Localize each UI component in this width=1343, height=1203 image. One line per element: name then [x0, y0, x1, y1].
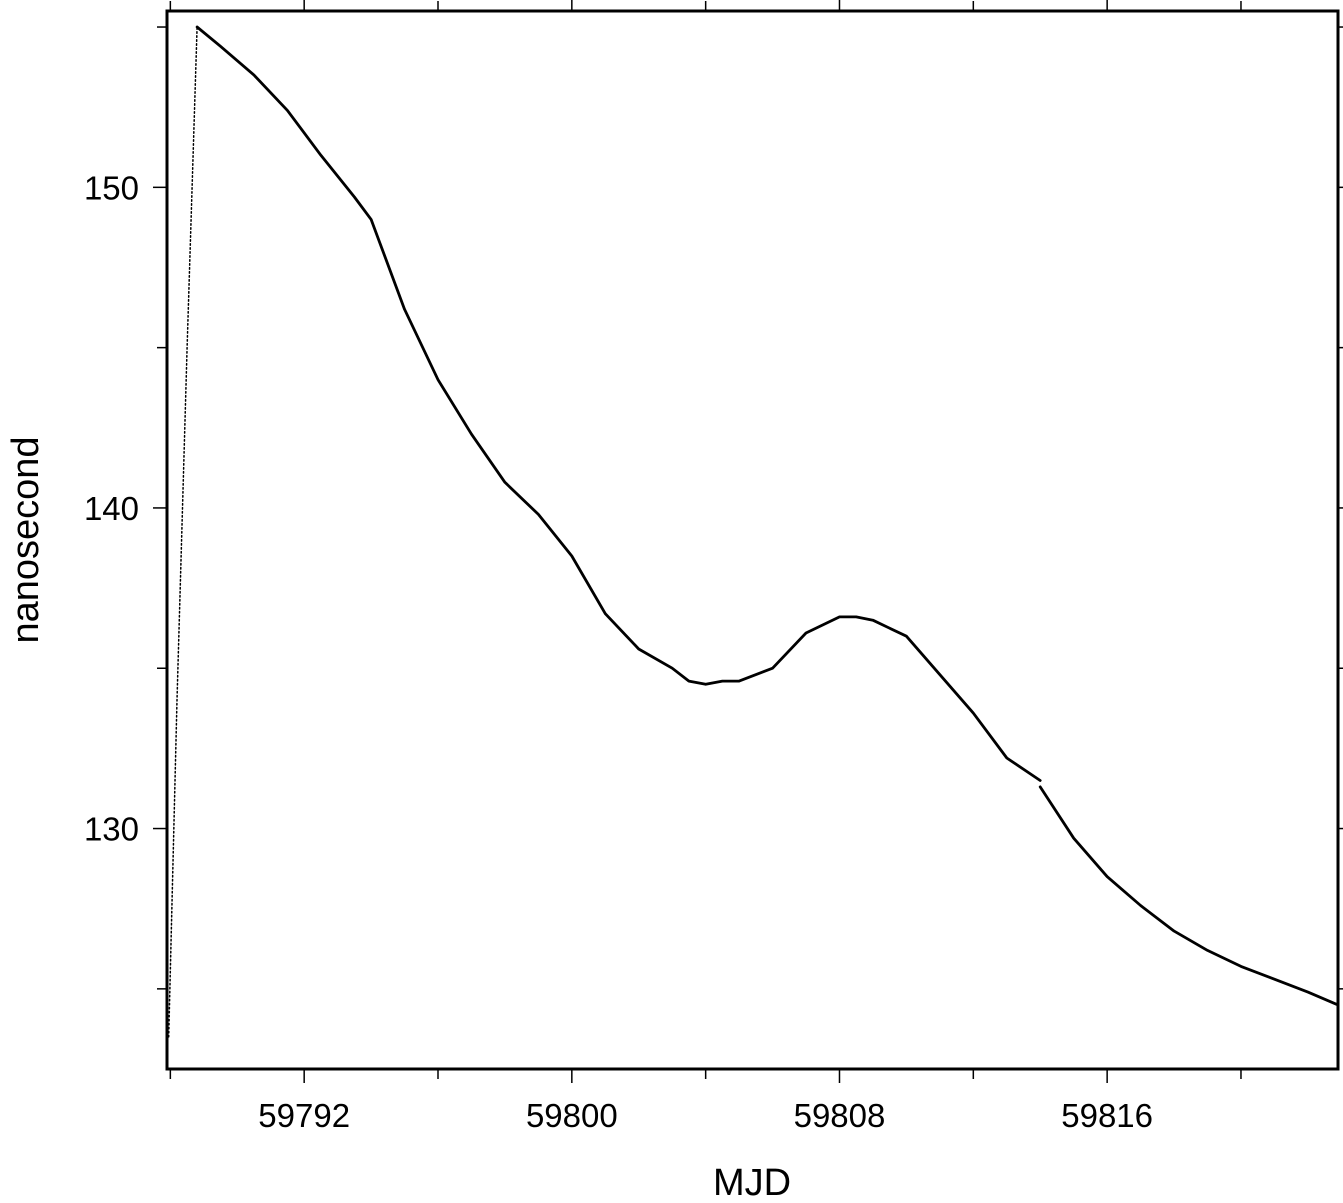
plot-frame — [165, 9, 1340, 1071]
y-axis-ticks: 130 140 150 — [84, 26, 1343, 990]
x-axis-ticks: 59792 59800 59808 59816 — [169, 0, 1242, 1134]
x-tick-label: 59800 — [526, 1097, 618, 1134]
y-tick-label: 130 — [84, 811, 139, 848]
x-tick-label: 59808 — [794, 1097, 886, 1134]
y-axis-title: nanosecond — [5, 436, 47, 643]
series-line-1 — [167, 26, 198, 1038]
x-axis-title: MJD — [713, 1162, 791, 1203]
series-line-3 — [1038, 785, 1340, 1007]
series-lines — [167, 25, 1340, 1038]
x-tick-label: 59816 — [1061, 1097, 1153, 1134]
series-line-2 — [195, 25, 1042, 782]
y-tick-label: 140 — [84, 490, 139, 527]
x-tick-label: 59792 — [258, 1097, 350, 1134]
y-tick-label: 150 — [84, 169, 139, 206]
